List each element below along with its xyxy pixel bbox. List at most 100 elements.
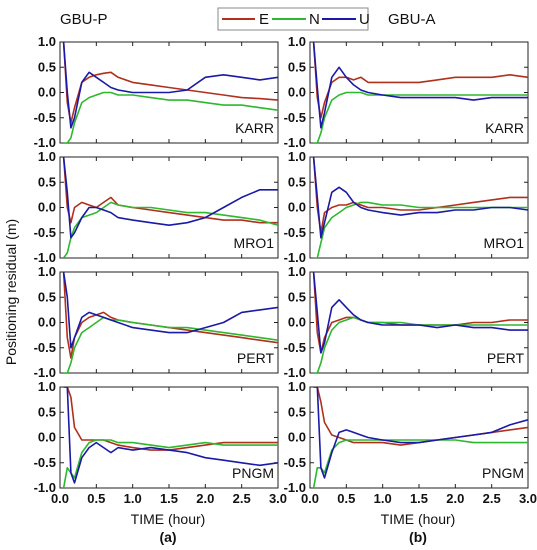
x-tick-label: 3.0 bbox=[269, 491, 287, 506]
y-tick-label: 0.0 bbox=[38, 430, 56, 445]
y-tick-label: -0.5 bbox=[284, 225, 306, 240]
x-tick-label: 0.0 bbox=[301, 491, 319, 506]
site-label: PNGM bbox=[482, 465, 524, 481]
panel-gbu-a-mro1: 1.0 0.5 0.0 -0.5 -1.0 MRO1 bbox=[284, 149, 529, 265]
y-tick-label: -1.0 bbox=[34, 480, 56, 495]
series-line-n bbox=[62, 201, 278, 258]
x-axis-title-left: TIME (hour) bbox=[131, 511, 206, 527]
x-tick-label: 0.5 bbox=[337, 491, 355, 506]
header: GBU-P GBU-A bbox=[60, 11, 436, 28]
panel-gbu-p-pert: 1.0 0.5 0.0 -0.5 -1.0 PERT bbox=[34, 264, 279, 380]
y-tick-label: -1.0 bbox=[34, 365, 56, 380]
y-tick-label: 0.5 bbox=[38, 289, 56, 304]
series-line-u bbox=[312, 157, 528, 239]
panel-tag-a: (a) bbox=[159, 529, 176, 545]
legend-label-u: U bbox=[359, 11, 370, 28]
y-tick-label: 0.5 bbox=[38, 174, 56, 189]
y-tick-label: -1.0 bbox=[284, 365, 306, 380]
legend-label-n: N bbox=[309, 11, 320, 28]
x-tick-label: 1.0 bbox=[374, 491, 392, 506]
y-tick-label: -0.5 bbox=[284, 110, 306, 125]
header-left-title: GBU-P bbox=[60, 11, 108, 28]
site-label: PNGM bbox=[232, 465, 274, 481]
y-tick-label: 0.0 bbox=[288, 200, 306, 215]
series-line-u bbox=[62, 42, 278, 129]
series-line-u bbox=[62, 272, 278, 349]
y-tick-label: -0.5 bbox=[34, 455, 56, 470]
y-tick-label: -1.0 bbox=[284, 135, 306, 150]
y-tick-label: 1.0 bbox=[288, 264, 306, 279]
y-tick-label: -1.0 bbox=[284, 480, 306, 495]
series-line-u bbox=[312, 272, 528, 354]
panel-gbu-a-karr: 1.0 0.5 0.0 -0.5 -1.0 KARR bbox=[284, 34, 529, 150]
series-line-u bbox=[312, 42, 528, 129]
x-tick-label: 0.0 bbox=[51, 491, 69, 506]
y-tick-label: 0.0 bbox=[38, 315, 56, 330]
y-tick-label: 1.0 bbox=[38, 34, 56, 49]
x-tick-label: 1.0 bbox=[124, 491, 142, 506]
x-tick-label: 0.5 bbox=[87, 491, 105, 506]
y-tick-label: 0.5 bbox=[288, 289, 306, 304]
x-tick-label: 3.0 bbox=[519, 491, 537, 506]
y-axis-title: Positioning residual (m) bbox=[3, 219, 19, 365]
x-tick-label: 2.5 bbox=[483, 491, 501, 506]
series-line-u bbox=[62, 157, 278, 239]
y-tick-label: 0.5 bbox=[288, 174, 306, 189]
series-line-u bbox=[63, 387, 278, 484]
y-tick-label: 0.0 bbox=[38, 85, 56, 100]
panel-tag-b: (b) bbox=[409, 529, 427, 545]
series-line-e bbox=[62, 42, 278, 124]
x-tick-label: 1.5 bbox=[410, 491, 428, 506]
x-tick-label: 2.0 bbox=[196, 491, 214, 506]
y-tick-label: -1.0 bbox=[34, 135, 56, 150]
series-line-e bbox=[312, 42, 528, 119]
panel-gbu-p-mro1: 1.0 0.5 0.0 -0.5 -1.0 MRO1 bbox=[34, 149, 279, 265]
y-tick-label: 0.0 bbox=[288, 430, 306, 445]
header-right-title: GBU-A bbox=[388, 11, 436, 28]
series-line-n bbox=[313, 201, 528, 258]
site-label: KARR bbox=[235, 120, 274, 136]
site-label: MRO1 bbox=[484, 235, 525, 251]
y-tick-label: 0.5 bbox=[288, 404, 306, 419]
x-tick-label: 1.5 bbox=[160, 491, 178, 506]
y-tick-label: 0.5 bbox=[38, 59, 56, 74]
panel-gbu-p-karr: 1.0 0.5 0.0 -0.5 -1.0 KARR bbox=[34, 34, 279, 150]
y-tick-label: 1.0 bbox=[288, 149, 306, 164]
y-tick-label: 1.0 bbox=[38, 149, 56, 164]
site-label: PERT bbox=[487, 350, 525, 366]
y-tick-label: -0.5 bbox=[34, 225, 56, 240]
y-tick-label: 0.0 bbox=[288, 315, 306, 330]
y-tick-label: 1.0 bbox=[38, 264, 56, 279]
series-line-u bbox=[313, 387, 528, 479]
series-line-n bbox=[63, 91, 278, 143]
series-line-e bbox=[63, 387, 278, 451]
panel-gbu-p-pngm: 1.00.50.0-0.5-1.00.0 0.5 1.0 1.5 2.0 2.5 3.0PN… bbox=[34, 379, 287, 506]
panel-gbu-a-pert: 1.0 0.5 0.0 -0.5 -1.0 PERT bbox=[284, 264, 529, 380]
y-tick-label: 0.5 bbox=[38, 404, 56, 419]
legend: E N U bbox=[217, 7, 370, 31]
y-tick-label: -1.0 bbox=[284, 250, 306, 265]
series-line-e bbox=[312, 157, 528, 234]
y-tick-label: 1.0 bbox=[38, 379, 56, 394]
x-axis-title-right: TIME (hour) bbox=[381, 511, 456, 527]
series-line-n bbox=[313, 91, 528, 143]
series-line-n bbox=[62, 439, 278, 488]
panel-frame bbox=[59, 386, 279, 489]
legend-label-e: E bbox=[259, 11, 269, 28]
y-tick-label: 0.5 bbox=[288, 59, 306, 74]
y-tick-label: -0.5 bbox=[284, 340, 306, 355]
y-tick-label: -1.0 bbox=[34, 250, 56, 265]
site-label: KARR bbox=[485, 120, 524, 136]
y-tick-label: -0.5 bbox=[284, 455, 306, 470]
chart-panels: 1.0 0.5 0.0 -0.5 -1.0 KARR 1.0 0.5 0.0 -0.5 -1.0 KA… bbox=[34, 34, 537, 506]
y-tick-label: 0.0 bbox=[38, 200, 56, 215]
y-tick-label: -0.5 bbox=[34, 110, 56, 125]
panel-gbu-a-pngm: 1.00.50.0-0.5-1.00.0 0.5 1.0 1.5 2.0 2.5 3.0PN… bbox=[284, 379, 537, 506]
site-label: PERT bbox=[237, 350, 275, 366]
x-tick-label: 2.5 bbox=[233, 491, 251, 506]
y-tick-label: 0.0 bbox=[288, 85, 306, 100]
x-tick-label: 2.0 bbox=[446, 491, 464, 506]
series-line-n bbox=[312, 439, 528, 488]
panel-frame bbox=[309, 386, 529, 489]
